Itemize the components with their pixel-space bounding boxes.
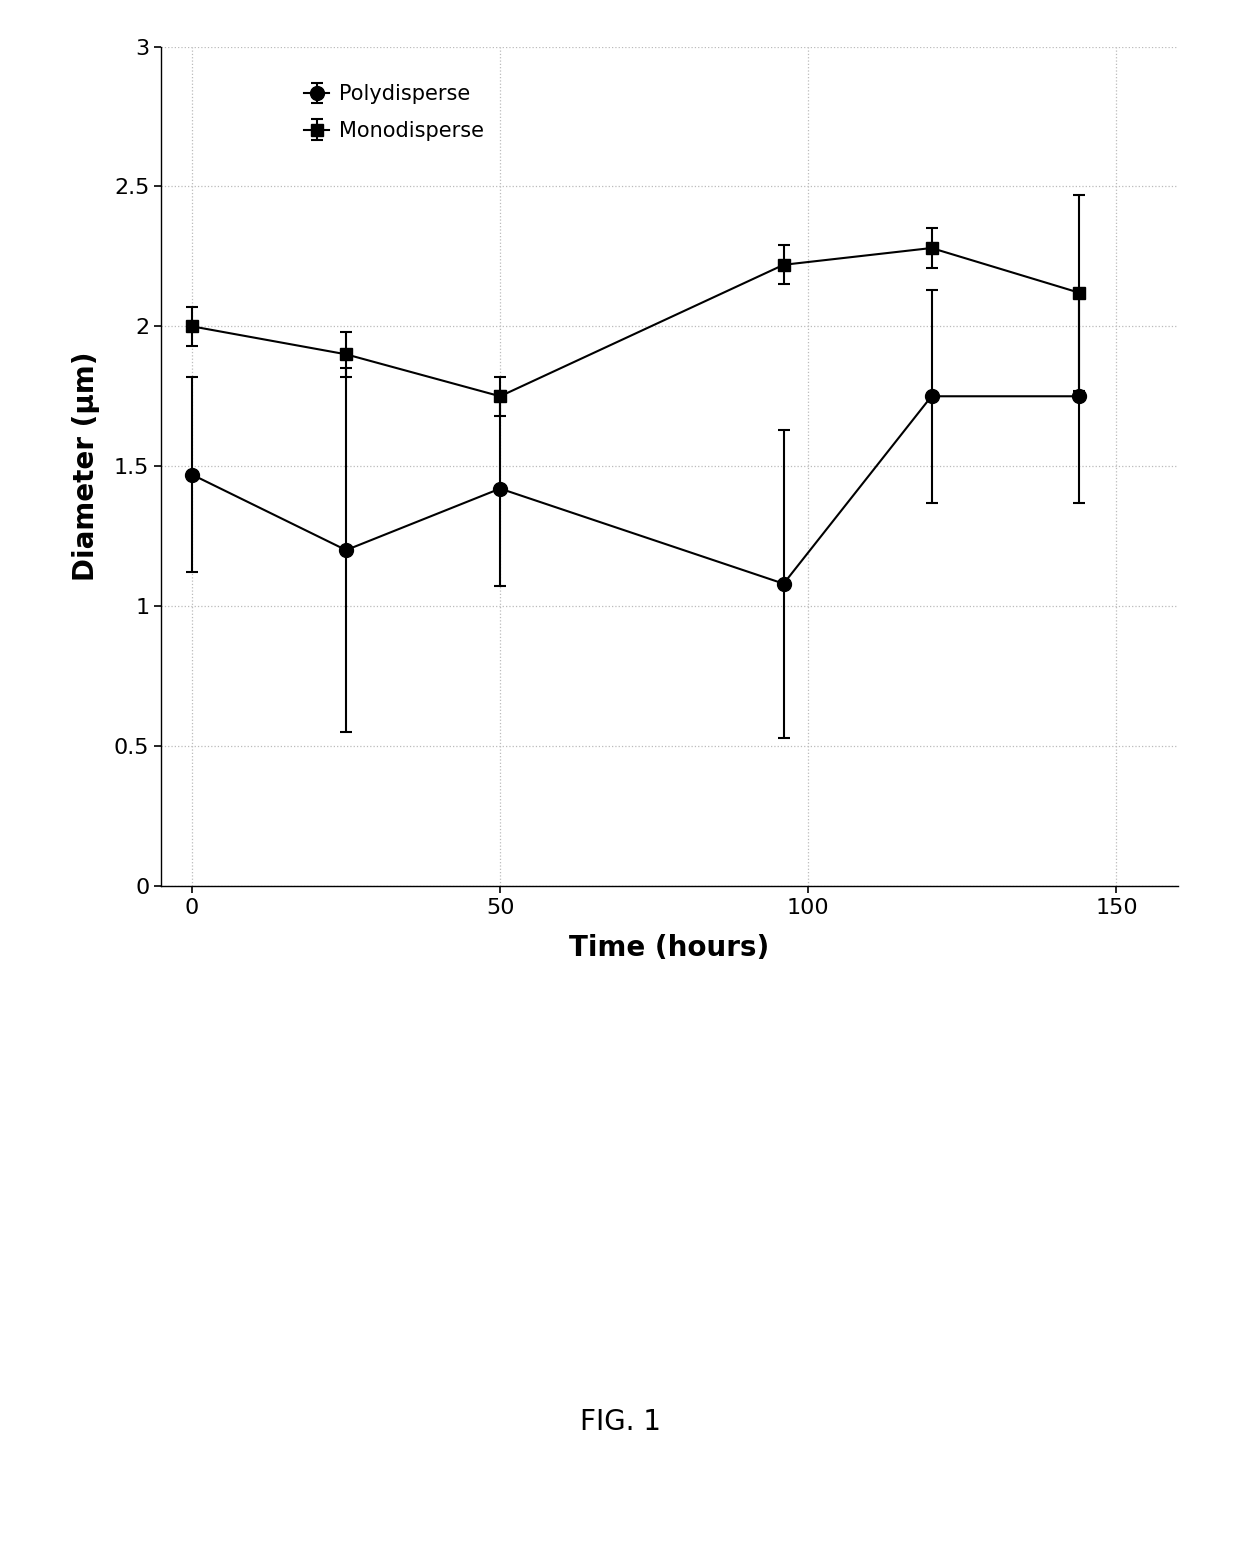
Y-axis label: Diameter (μm): Diameter (μm) [72, 351, 100, 581]
Text: FIG. 1: FIG. 1 [579, 1408, 661, 1436]
X-axis label: Time (hours): Time (hours) [569, 934, 770, 962]
Legend: Polydisperse, Monodisperse: Polydisperse, Monodisperse [294, 75, 495, 151]
